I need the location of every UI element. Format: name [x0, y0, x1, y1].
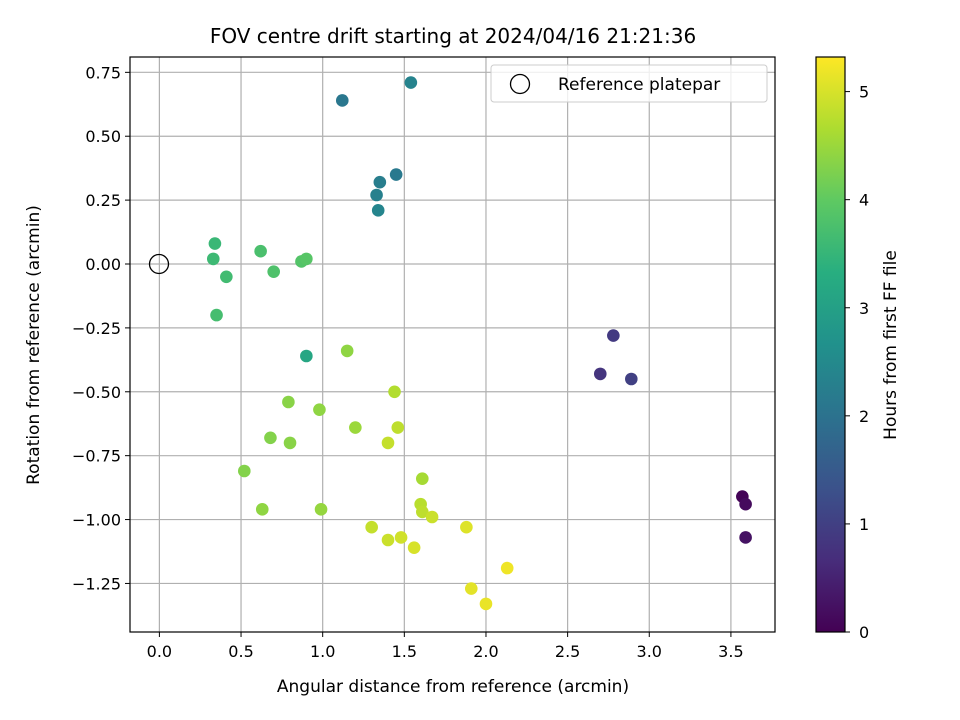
data-point	[206, 252, 220, 266]
colorbar-tick-label: 0	[859, 623, 869, 642]
data-point	[394, 531, 408, 544]
y-tick-label: −1.00	[72, 511, 121, 530]
colorbar-gradient	[815, 56, 846, 633]
plot-frame	[129, 56, 776, 633]
x-tick-label: 0.0	[147, 642, 172, 661]
data-point	[264, 431, 277, 445]
legend: Reference platepar	[490, 64, 768, 103]
data-point	[370, 188, 383, 202]
legend-marker-icon	[509, 73, 531, 95]
data-point	[404, 76, 418, 89]
y-tick-label: 0.75	[85, 63, 121, 82]
legend-label: Reference platepar	[558, 75, 720, 95]
x-tick-label: 1.5	[392, 642, 417, 661]
data-point	[739, 531, 752, 544]
legend-box	[490, 64, 768, 103]
data-point	[425, 510, 439, 524]
y-tick-label: −0.50	[72, 383, 121, 402]
data-point	[210, 308, 223, 322]
data-point	[314, 503, 328, 516]
colorbar-label: Hours from first FF file	[881, 250, 901, 440]
data-point	[282, 395, 295, 409]
colorbar-tick-label: 3	[859, 299, 869, 318]
data-point	[255, 503, 269, 516]
data-point	[373, 175, 387, 189]
data-point	[593, 367, 607, 381]
data-point	[335, 94, 349, 107]
data-point	[300, 349, 313, 363]
colorbar-tick-label: 4	[859, 191, 869, 210]
data-point	[500, 561, 514, 575]
data-point	[365, 520, 378, 534]
data-point	[349, 421, 362, 434]
y-tick-label: −0.75	[72, 447, 121, 466]
data-point	[238, 464, 251, 478]
y-tick-label: −1.25	[72, 574, 121, 593]
data-point	[607, 329, 620, 342]
y-axis-ticks: 0.75 0.50 0.25 0.00 −0.25 −0.50 −0.75 −1.00 −1.2…	[72, 63, 130, 593]
colorbar-tick-label: 5	[859, 83, 869, 102]
x-tick-label: 0.5	[228, 642, 253, 661]
data-point	[340, 344, 354, 358]
data-point	[415, 505, 429, 519]
x-tick-label: 1.0	[310, 642, 335, 661]
data-point	[739, 497, 752, 511]
data-point	[300, 252, 313, 266]
y-tick-label: 0.00	[85, 255, 121, 274]
x-tick-label: 2.5	[555, 642, 580, 661]
data-point	[407, 541, 421, 554]
reference-platepar-marker	[148, 253, 170, 275]
data-point	[389, 168, 403, 181]
x-axis-label: Angular distance from reference (arcmin)	[277, 677, 629, 697]
data-point	[313, 403, 326, 416]
colorbar-ticks: 0 1 2 3 4 5	[845, 83, 869, 642]
y-tick-label: 0.25	[85, 191, 121, 210]
data-point	[267, 265, 280, 278]
colorbar-tick-label: 1	[859, 515, 869, 534]
data-point	[479, 597, 493, 611]
data-point	[460, 520, 473, 534]
data-point	[381, 436, 395, 450]
data-point	[371, 204, 385, 217]
grid	[130, 57, 775, 632]
data-point	[254, 244, 267, 258]
y-axis-label: Rotation from reference (arcmin)	[24, 205, 44, 485]
data-point	[415, 472, 429, 485]
y-tick-label: 0.50	[85, 127, 121, 146]
data-point	[391, 421, 405, 434]
colorbar-tick-label: 2	[859, 407, 869, 426]
x-tick-label: 3.5	[718, 642, 743, 661]
colorbar: 0 1 2 3 4 5 Hours from first FF file	[815, 56, 901, 642]
chart-title: FOV centre drift starting at 2024/04/16 …	[210, 24, 696, 48]
x-tick-label: 2.0	[473, 642, 498, 661]
data-point	[388, 385, 401, 399]
data-point	[625, 372, 638, 386]
x-axis-ticks: 0.0 0.5 1.0 1.5 2.0 2.5 3.0 3.5	[147, 632, 744, 661]
y-tick-label: −0.25	[72, 319, 121, 338]
data-points	[206, 76, 752, 611]
data-point	[381, 533, 395, 547]
data-point	[283, 436, 297, 450]
data-point	[208, 237, 222, 250]
data-point	[464, 582, 478, 595]
x-tick-label: 3.0	[637, 642, 662, 661]
data-point	[220, 270, 233, 284]
